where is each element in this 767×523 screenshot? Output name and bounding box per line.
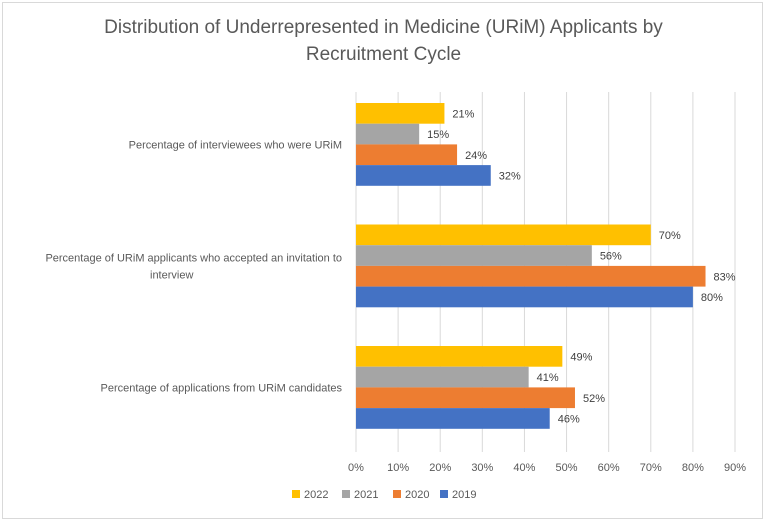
category-label-1: Percentage of interviewees who were URiM [129,139,342,151]
bar-2022-cat1 [356,103,445,124]
x-tick-label-50: 50% [556,462,578,474]
data-label-2020-cat2: 83% [714,271,736,283]
x-tick-label-20: 20% [429,462,451,474]
bar-2022-cat2 [356,224,651,246]
x-tick-label-40: 40% [513,462,535,474]
bar-2019-cat3 [356,408,550,429]
category-label-2-line-1: Percentage of URiM applicants who accept… [45,252,342,264]
chart-title: Distribution of Underrepresented in Medi… [0,14,767,68]
data-label-2020-cat3: 52% [583,393,605,405]
category-label-2-line-2: interview [150,269,193,281]
chart-title-line-1: Distribution of Underrepresented in Medi… [104,17,663,38]
data-label-2022-cat2: 70% [659,230,681,242]
bar-2021-cat2 [356,245,592,266]
legend-swatch-2019 [440,490,448,498]
category-label-3: Percentage of applications from URiM can… [100,382,342,394]
data-label-2021-cat3: 41% [537,372,559,384]
legend-label-2019: 2019 [452,489,476,501]
data-label-2021-cat1: 15% [427,129,449,141]
data-label-2022-cat3: 49% [570,351,592,363]
legend-label-2020: 2020 [405,489,429,501]
x-tick-label-80: 80% [682,462,704,474]
legend-swatch-2021 [342,490,350,498]
chart-title-line-2: Recruitment Cycle [305,44,462,65]
legend-label-2022: 2022 [304,489,328,501]
data-label-2020-cat1: 24% [465,150,487,162]
legend-swatch-2020 [393,490,401,498]
bar-2021-cat1 [356,123,420,145]
x-tick-label-70: 70% [640,462,662,474]
bar-2020-cat1 [356,144,458,166]
bar-2022-cat3 [356,346,563,367]
legend-label-2021: 2021 [354,489,378,501]
data-label-2022-cat1: 21% [452,108,474,120]
x-tick-label-30: 30% [471,462,493,474]
legend-swatch-2022 [292,490,300,498]
data-label-2019-cat3: 46% [558,413,580,425]
bar-2020-cat3 [356,387,575,409]
x-tick-label-0: 0% [348,462,364,474]
data-label-2019-cat1: 32% [499,170,521,182]
bar-2021-cat3 [356,366,529,388]
x-tick-label-90: 90% [724,462,746,474]
x-tick-label-60: 60% [598,462,620,474]
data-label-2019-cat2: 80% [701,292,723,304]
bar-2019-cat2 [356,286,693,308]
bar-2020-cat2 [356,265,706,287]
data-label-2021-cat2: 56% [600,251,622,263]
bar-2019-cat1 [356,165,491,186]
x-tick-label-10: 10% [387,462,409,474]
